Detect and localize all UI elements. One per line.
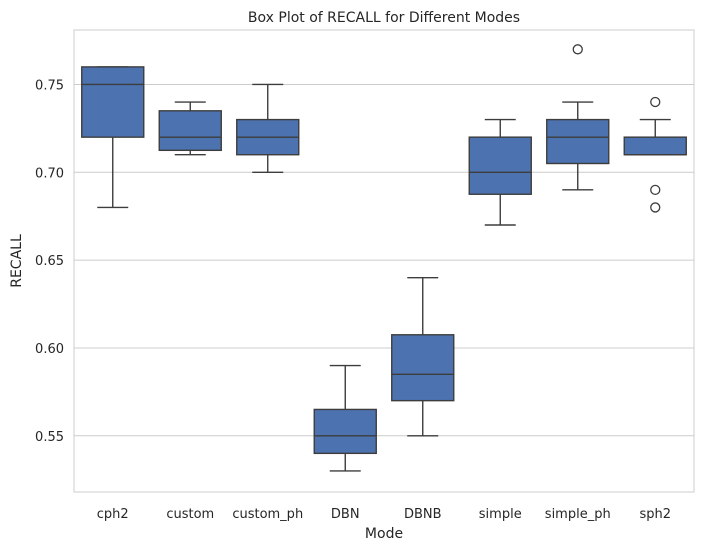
chart-title: Box Plot of RECALL for Different Modes (248, 10, 520, 26)
box-DBN (313, 364, 377, 472)
y-tick-label: 0.75 (35, 78, 64, 93)
boxes (81, 44, 687, 472)
outlier-point (572, 44, 583, 55)
x-tick-label: sph2 (639, 507, 671, 522)
x-tick-label: DBNB (404, 507, 442, 522)
iqr-box (313, 408, 377, 455)
iqr-box (158, 110, 222, 152)
outlier-point (650, 202, 661, 213)
y-tick-label: 0.60 (35, 342, 64, 357)
x-tick-label: cph2 (97, 507, 129, 522)
iqr-box (81, 66, 145, 138)
x-axis-label: Mode (365, 526, 403, 542)
gridlines (74, 83, 694, 437)
x-tick-label: custom (166, 507, 214, 522)
y-tick-label: 0.70 (35, 166, 64, 181)
iqr-box (391, 334, 455, 402)
iqr-box (623, 136, 687, 156)
x-tick-label: simple (479, 507, 522, 522)
x-tick-label: DBN (331, 507, 360, 522)
x-tick-label: simple_ph (545, 507, 611, 522)
box-simple_ph (546, 44, 610, 191)
y-axis-ticks: 0.55 0.60 0.65 0.70 0.75 (35, 78, 64, 444)
y-tick-label: 0.65 (35, 254, 64, 269)
plot-area (73, 29, 695, 493)
box-cph2 (81, 66, 145, 209)
x-axis-ticks: cph2 custom custom_ph DBN DBNB simple simple_p… (97, 507, 671, 522)
box-custom_ph (236, 83, 300, 173)
outlier-point (650, 96, 661, 108)
box-DBNB (391, 276, 455, 437)
outlier-point (650, 184, 661, 196)
iqr-box (468, 136, 532, 195)
box-custom (158, 101, 222, 156)
box-sph2 (623, 96, 687, 213)
box-simple (468, 118, 532, 226)
x-tick-label: custom_ph (232, 507, 303, 522)
y-axis-label: RECALL (9, 234, 25, 288)
iqr-box (546, 118, 610, 165)
y-tick-label: 0.55 (35, 430, 64, 445)
